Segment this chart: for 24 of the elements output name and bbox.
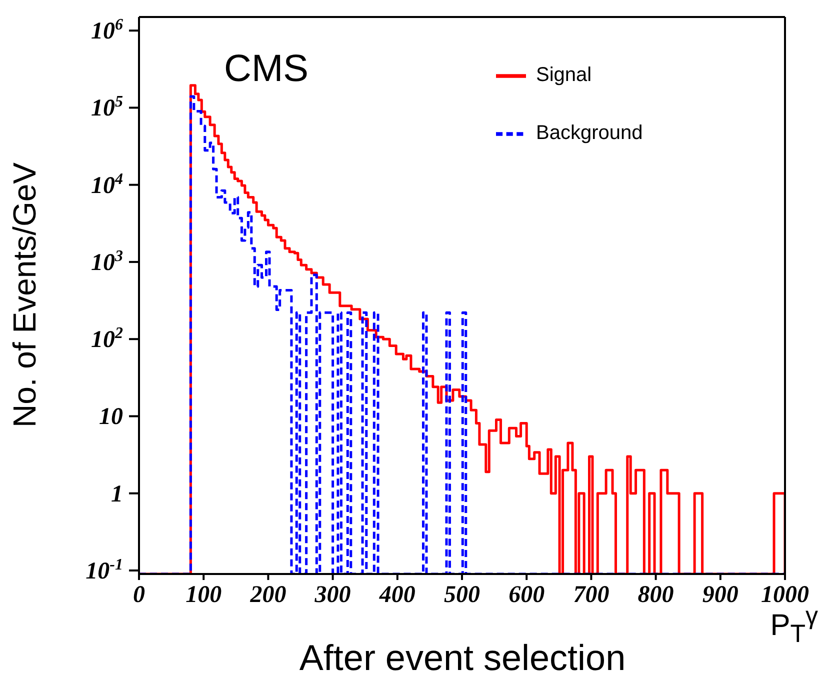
x-tick-label: 300 [314, 582, 351, 608]
y-tick-label: 10$^{2}$ [91, 325, 123, 354]
x-tick-label: 0 [133, 582, 145, 608]
legend-label: Signal [536, 64, 592, 86]
x-tick-label: 700 [573, 582, 610, 608]
x-tick-label: 100 [186, 582, 222, 608]
y-tick-label: 10 [99, 404, 123, 430]
x-tick-label: 200 [249, 582, 286, 608]
y-tick-label: 10$^{5}$ [91, 94, 123, 122]
x-tick-label: 400 [378, 582, 416, 608]
y-tick-label: 10$^{-1}$ [86, 556, 123, 584]
y-tick-label: 10$^{4}$ [91, 171, 123, 199]
text: After event selection [299, 637, 626, 678]
x-tick-label: 1000 [761, 582, 809, 608]
x-tick-label: 900 [702, 582, 738, 608]
y-tick-label: 10$^{3}$ [91, 248, 123, 276]
y-tick-label: 1 [111, 481, 123, 508]
annotation: CMS [224, 48, 308, 91]
y-tick-label: 10$^{6}$ [91, 16, 123, 45]
x-tick-label: 500 [444, 582, 480, 608]
x-tick-label: 600 [508, 582, 545, 608]
y-axis-title: No. of Events/GeV [6, 162, 44, 428]
x-tick-label: 800 [638, 582, 674, 608]
legend-label: Background [536, 122, 643, 144]
